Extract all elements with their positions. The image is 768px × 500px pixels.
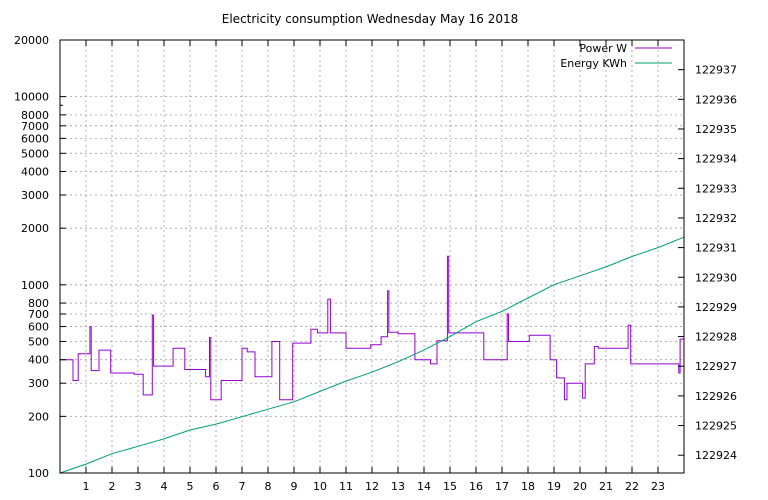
axes: 1 2 3 4 5 6 7 8 9 10 11 12 13 14 15 16 17 18 19 20 21 22 23100… [14,34,737,493]
y-left-tick-label: 1000 [21,279,49,292]
energy-kwhseries-line [59,236,685,474]
x-tick-label: 1 [83,480,90,493]
y-right-tick-label: 122934 [695,153,737,166]
y-right-tick-label: 122937 [695,64,737,77]
y-left-tick-label: 2000 [21,222,49,235]
legend-label: Power W [579,42,627,55]
y-left-tick-label: 5000 [21,147,49,160]
x-tick-label: 8 [265,480,272,493]
grid [60,39,684,474]
plot-series [59,236,685,474]
y-left-tick-label: 500 [28,335,49,348]
y-right-tick-label: 122930 [695,271,737,284]
x-tick-label: 17 [495,480,509,493]
x-tick-label: 22 [625,480,639,493]
x-tick-label: 3 [135,480,142,493]
y-right-tick-label: 122924 [695,449,737,462]
power-wseries-line [60,255,684,401]
y-left-tick-label: 600 [28,321,49,334]
y-right-tick-label: 122933 [695,182,737,195]
y-right-tick-label: 122925 [695,420,737,433]
y-left-tick-label: 300 [28,377,49,390]
y-left-tick-label: 7000 [21,120,49,133]
x-tick-label: 13 [391,480,405,493]
y-right-tick-label: 122932 [695,212,737,225]
y-left-tick-label: 10000 [14,91,49,104]
y-left-tick-label: 800 [28,297,49,310]
y-left-tick-label: 3000 [21,189,49,202]
y-right-tick-label: 122931 [695,242,737,255]
x-tick-label: 16 [469,480,483,493]
x-tick-label: 10 [313,480,327,493]
y-right-tick-label: 122926 [695,390,737,403]
y-left-tick-label: 20000 [14,34,49,47]
y-left-tick-label: 4000 [21,166,49,179]
y-left-tick-label: 200 [28,410,49,423]
x-tick-label: 15 [443,480,457,493]
y-right-tick-label: 122928 [695,331,737,344]
x-tick-label: 21 [599,480,613,493]
y-left-tick-label: 700 [28,308,49,321]
y-left-tick-label: 8000 [21,109,49,122]
x-tick-label: 18 [521,480,535,493]
chart-title: Electricity consumption Wednesday May 16… [222,12,518,26]
x-tick-label: 11 [339,480,353,493]
x-tick-label: 7 [239,480,246,493]
x-tick-label: 5 [187,480,194,493]
y-left-tick-label: 6000 [21,132,49,145]
y-right-tick-label: 122935 [695,123,737,136]
y-right-tick-label: 122927 [695,360,737,373]
x-tick-label: 2 [109,480,116,493]
x-tick-label: 23 [651,480,665,493]
y-left-tick-label: 400 [28,354,49,367]
x-tick-label: 4 [161,480,168,493]
legend: Power W Energy KWh [560,42,672,70]
y-right-tick-label: 122929 [695,301,737,314]
x-tick-label: 14 [417,480,431,493]
y-left-tick-label: 100 [28,467,49,480]
x-tick-label: 9 [291,480,298,493]
x-tick-label: 20 [573,480,587,493]
x-tick-label: 19 [547,480,561,493]
plot-frame [59,39,685,474]
x-tick-label: 12 [365,480,379,493]
x-tick-label: 6 [213,480,220,493]
legend-label: Energy KWh [560,57,627,70]
y-right-tick-label: 122936 [695,93,737,106]
